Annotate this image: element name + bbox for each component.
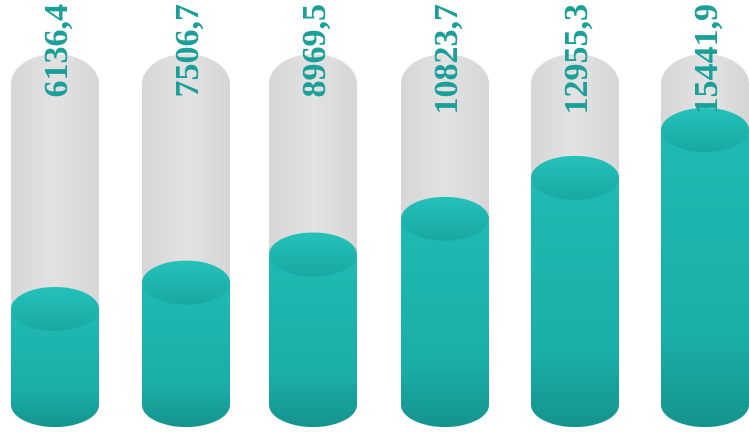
value-label-3: 8969,5 [296, 4, 333, 98]
value-label-2: 7506,7 [169, 4, 206, 98]
bar-5 [531, 177, 619, 427]
value-label-1: 6136,4 [38, 4, 75, 98]
bar-cap-2 [142, 260, 230, 305]
bar-3 [269, 254, 357, 427]
bar-2 [142, 282, 230, 427]
bar-cap-3 [269, 232, 357, 277]
value-label-6: 15441,9 [688, 4, 725, 115]
value-label-5: 12955,3 [558, 4, 595, 115]
bar-6 [661, 130, 749, 427]
bar-cap-1 [11, 286, 99, 331]
bar-cap-6 [661, 108, 749, 152]
value-label-4: 10823,7 [428, 4, 465, 115]
bar-cap-4 [401, 196, 489, 241]
bar-4 [401, 218, 489, 427]
bar-1 [11, 308, 99, 427]
bar-cap-5 [531, 155, 619, 200]
